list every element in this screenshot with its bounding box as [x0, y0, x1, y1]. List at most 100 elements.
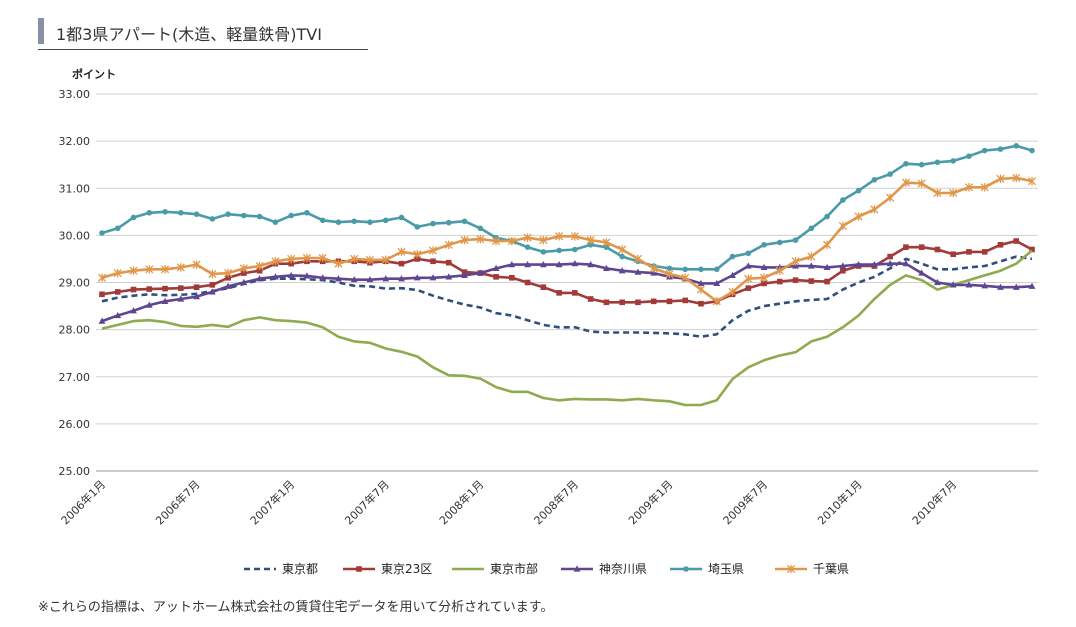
data-point-s5 — [997, 146, 1004, 152]
data-point-s5 — [603, 244, 610, 250]
data-point-s2 — [162, 285, 168, 292]
data-point-s5 — [382, 217, 389, 224]
data-point-s2 — [256, 267, 263, 274]
data-point-s4 — [145, 301, 153, 308]
data-point-s2 — [430, 258, 436, 265]
data-point-s4 — [634, 268, 642, 275]
data-point-s5 — [887, 171, 893, 177]
data-point-s2 — [635, 299, 641, 306]
data-point-s4 — [855, 260, 863, 268]
data-point-s5 — [666, 265, 673, 272]
x-tick-label: 2010年1月 — [815, 477, 865, 527]
data-point-s2 — [966, 249, 972, 255]
data-point-s4 — [240, 278, 248, 286]
data-point-s5 — [272, 219, 279, 225]
data-point-s4 — [350, 276, 358, 283]
series-line-3 — [101, 249, 1033, 407]
data-point-s5 — [162, 209, 168, 215]
data-point-s2 — [556, 290, 562, 296]
data-point-s5 — [792, 237, 799, 243]
y-tick-label: 28.00 — [59, 324, 91, 337]
data-point-s4 — [918, 269, 926, 276]
data-point-s4 — [271, 273, 279, 280]
data-point-s2 — [209, 282, 216, 288]
data-point-s4 — [697, 279, 705, 287]
data-point-s2 — [792, 277, 799, 283]
data-point-s5 — [871, 176, 878, 183]
data-point-s4 — [713, 279, 721, 287]
data-point-s4 — [130, 307, 137, 314]
data-point-s2 — [682, 297, 689, 304]
data-point-s5 — [587, 242, 594, 248]
data-point-s5 — [1029, 147, 1035, 154]
data-point-s5 — [682, 266, 689, 273]
data-point-s4 — [398, 275, 405, 282]
data-point-s2 — [887, 253, 893, 260]
y-tick-label: 29.00 — [59, 277, 91, 290]
data-point-s2 — [761, 280, 767, 287]
data-point-s4 — [492, 264, 500, 271]
y-tick-label: 32.00 — [59, 135, 91, 148]
data-point-s5 — [351, 218, 358, 225]
data-point-s5 — [776, 239, 783, 246]
data-point-s4 — [1028, 282, 1036, 289]
data-point-s4 — [949, 281, 957, 288]
data-point-s4 — [161, 297, 169, 304]
data-point-s5 — [950, 158, 956, 164]
data-point-s4 — [539, 260, 547, 268]
data-point-s4 — [413, 274, 421, 281]
data-point-s4 — [429, 274, 437, 281]
data-point-s5 — [209, 216, 216, 222]
data-point-s2 — [540, 284, 547, 291]
legend-label-1: 東京都 — [282, 562, 318, 576]
data-point-s5 — [461, 218, 468, 225]
data-point-s4 — [461, 271, 468, 279]
data-point-s4 — [729, 271, 736, 279]
data-point-s4 — [587, 260, 595, 268]
data-point-s4 — [571, 260, 579, 267]
data-point-s4 — [650, 269, 658, 276]
data-point-s2 — [524, 279, 531, 286]
data-point-s4 — [870, 260, 878, 268]
data-point-s2 — [698, 300, 704, 307]
data-point-s4 — [366, 276, 374, 283]
data-point-s2 — [1029, 246, 1035, 253]
data-point-s2 — [808, 278, 815, 284]
data-point-s4 — [224, 282, 232, 289]
data-point-s5 — [367, 219, 373, 225]
data-point-s5 — [698, 266, 704, 273]
data-point-s2 — [178, 285, 184, 291]
data-point-s5 — [855, 187, 862, 194]
data-point-s2 — [903, 244, 909, 250]
legend-label-6: 千葉県 — [813, 562, 849, 576]
data-point-s4 — [792, 262, 799, 269]
data-point-s4 — [287, 271, 295, 279]
legend-marker-5 — [683, 566, 689, 572]
data-point-s5 — [918, 161, 925, 168]
data-point-s4 — [98, 317, 106, 324]
data-point-s5 — [178, 209, 184, 216]
data-point-s5 — [130, 214, 137, 221]
data-point-s4 — [256, 275, 264, 282]
y-tick-label: 27.00 — [59, 371, 91, 384]
y-tick-label: 33.00 — [59, 88, 91, 101]
data-point-s2 — [130, 286, 137, 293]
data-point-s4 — [603, 264, 610, 271]
y-tick-label: 31.00 — [59, 182, 91, 195]
data-point-s5 — [304, 209, 310, 216]
data-point-s5 — [193, 211, 200, 217]
data-point-s2 — [445, 259, 452, 266]
data-point-s2 — [603, 299, 610, 306]
y-axis-label: ポイント — [72, 67, 116, 81]
data-point-s2 — [146, 286, 153, 292]
data-point-s4 — [997, 283, 1004, 290]
data-point-s2 — [414, 256, 421, 262]
data-point-s5 — [619, 253, 625, 260]
data-point-s2 — [934, 246, 941, 253]
data-point-s2 — [918, 244, 925, 250]
data-point-s4 — [193, 293, 200, 300]
data-point-s4 — [807, 262, 815, 269]
data-point-s4 — [114, 311, 122, 319]
data-point-s5 — [146, 209, 153, 216]
